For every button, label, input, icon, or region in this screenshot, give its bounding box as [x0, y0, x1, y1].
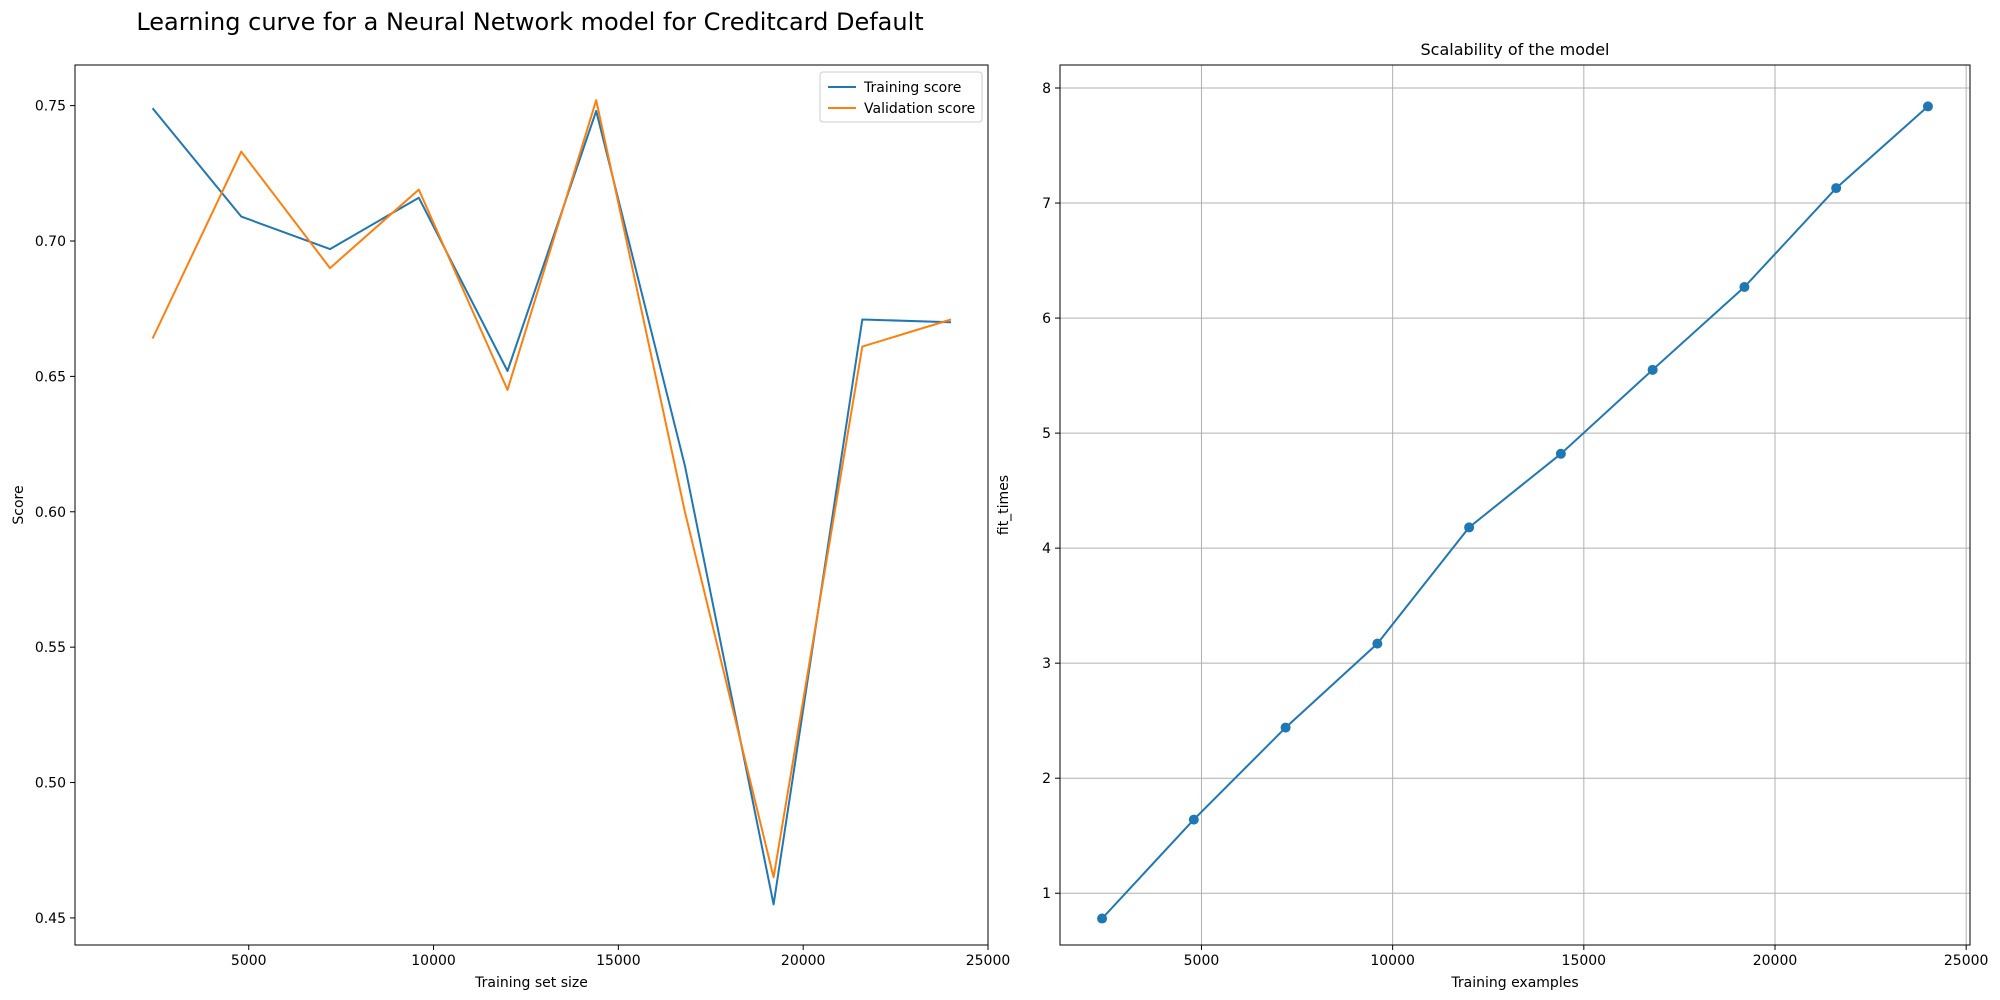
learning-curve-legend: Training score Validation score — [819, 71, 983, 123]
data-point — [1188, 814, 1199, 825]
y-tick-label: 0.50 — [35, 776, 66, 792]
y-tick-label: 3 — [1042, 656, 1051, 672]
learning-curve-chart: 5000 10000 15000 20000 25000 0.45 0.50 0.55 0.6… — [11, 64, 1010, 991]
data-point — [1555, 448, 1566, 459]
data-point — [1739, 282, 1750, 293]
y-tick-label: 0.70 — [35, 234, 66, 250]
y-tick-label: 7 — [1042, 196, 1051, 212]
series-line-0 — [1101, 105, 1929, 920]
data-point — [1922, 101, 1933, 112]
figure-suptitle: Learning curve for a Neural Network mode… — [136, 8, 923, 36]
data-point — [1280, 722, 1291, 733]
y-tick-label: 4 — [1042, 541, 1051, 557]
legend-label-validation: Validation score — [864, 101, 975, 117]
scalability-y-label: fit_times — [996, 475, 1012, 535]
data-point — [1647, 364, 1658, 375]
learning-curve-series — [151, 99, 952, 906]
learning-curve-y-ticks: 0.45 0.50 0.55 0.60 0.65 0.70 0.75 — [35, 99, 75, 927]
scalability-x-label: Training examples — [1450, 975, 1578, 991]
legend-label-training: Training score — [863, 80, 961, 96]
data-point — [1097, 913, 1108, 924]
scalability-grid — [1060, 65, 1970, 945]
y-tick-label: 6 — [1042, 311, 1051, 327]
learning-curve-y-label: Score — [11, 485, 27, 524]
x-tick-label: 25000 — [966, 953, 1011, 969]
scalability-x-ticks: 5000 10000 15000 20000 25000 — [1184, 945, 1989, 969]
y-tick-label: 0.45 — [35, 911, 66, 927]
x-tick-label: 20000 — [781, 953, 826, 969]
data-point — [1372, 638, 1383, 649]
scalability-frame — [1059, 64, 1971, 946]
scalability-series — [1097, 101, 1933, 924]
x-tick-label: 5000 — [231, 953, 267, 969]
y-tick-label: 2 — [1042, 771, 1051, 787]
y-tick-label: 0.60 — [35, 505, 66, 521]
series-line-1 — [151, 99, 952, 879]
y-tick-label: 0.75 — [35, 99, 66, 115]
y-tick-label: 8 — [1042, 81, 1051, 97]
data-point — [1464, 522, 1475, 533]
learning-curve-x-label: Training set size — [474, 975, 588, 991]
y-tick-label: 1 — [1042, 886, 1051, 902]
x-tick-label: 25000 — [1944, 953, 1989, 969]
learning-curve-x-ticks: 5000 10000 15000 20000 25000 — [231, 945, 1010, 969]
y-tick-label: 0.55 — [35, 640, 66, 656]
x-tick-label: 10000 — [411, 953, 456, 969]
x-tick-label: 20000 — [1753, 953, 1798, 969]
learning-curve-frame — [74, 64, 989, 946]
x-tick-label: 15000 — [596, 953, 641, 969]
scalability-title: Scalability of the model — [1421, 40, 1610, 59]
x-tick-label: 5000 — [1184, 953, 1220, 969]
y-tick-label: 5 — [1042, 426, 1051, 442]
x-tick-label: 15000 — [1562, 953, 1607, 969]
y-tick-label: 0.65 — [35, 369, 66, 385]
legend-box — [819, 71, 983, 123]
scalability-chart: 5000 10000 15000 20000 25000 1 2 3 4 5 6 7 8 Scalab… — [996, 40, 1988, 991]
scalability-y-ticks: 1 2 3 4 5 6 7 8 — [1042, 81, 1060, 902]
data-point — [1831, 183, 1842, 194]
x-tick-label: 10000 — [1370, 953, 1415, 969]
